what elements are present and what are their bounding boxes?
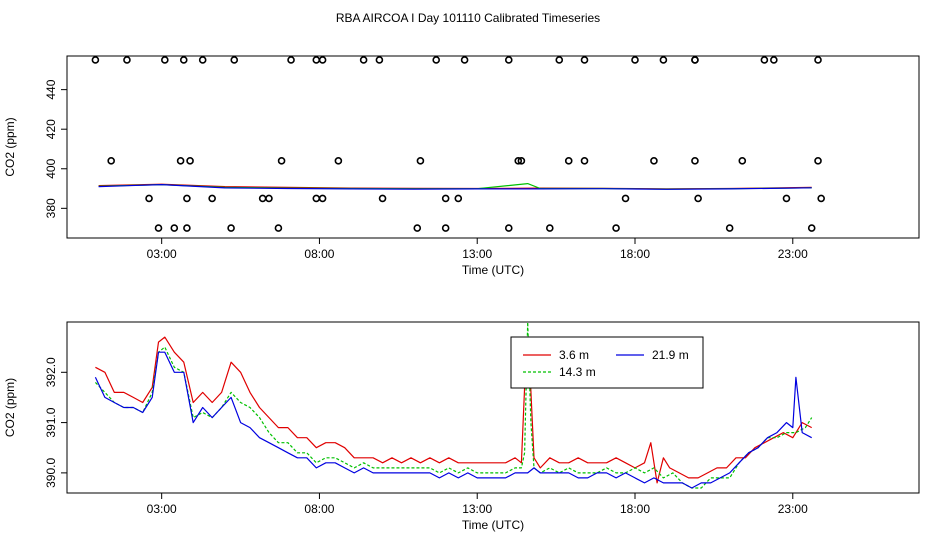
data-point xyxy=(814,56,822,64)
data-point xyxy=(258,194,267,203)
data-point xyxy=(183,194,191,203)
y-tick-label: 400 xyxy=(44,158,58,178)
data-point xyxy=(441,194,450,203)
data-point xyxy=(694,194,702,203)
x-tick-label: 23:00 xyxy=(778,502,808,516)
y-tick-label: 390.0 xyxy=(44,458,58,488)
y-tick-label: 392.0 xyxy=(44,357,58,387)
data-point xyxy=(432,56,441,64)
x-tick-label: 08:00 xyxy=(304,247,334,261)
data-point xyxy=(318,56,327,64)
data-point xyxy=(580,157,589,165)
x-axis-label: Time (UTC) xyxy=(462,263,524,277)
y-tick-label: 380 xyxy=(44,198,58,218)
data-point xyxy=(738,157,747,165)
data-point xyxy=(265,194,273,203)
data-point xyxy=(375,56,384,64)
data-point xyxy=(198,56,207,64)
data-point xyxy=(107,157,115,165)
data-point xyxy=(760,56,769,64)
data-point xyxy=(650,157,658,165)
data-point xyxy=(782,194,791,203)
data-point xyxy=(183,224,191,232)
data-point xyxy=(564,157,573,165)
plot-frame xyxy=(66,321,920,494)
data-point xyxy=(517,157,526,165)
data-point xyxy=(659,56,668,64)
data-point xyxy=(814,157,822,165)
x-tick-label: 13:00 xyxy=(462,502,492,516)
data-point xyxy=(413,224,422,232)
data-point xyxy=(123,56,131,64)
data-point xyxy=(179,56,188,64)
x-tick-label: 03:00 xyxy=(147,247,177,261)
x-tick-label: 08:00 xyxy=(304,502,334,516)
data-point xyxy=(504,224,513,232)
data-point xyxy=(312,56,321,64)
data-point xyxy=(274,224,283,232)
data-point xyxy=(176,157,185,165)
data-point xyxy=(91,56,100,64)
series-line-blue xyxy=(98,184,812,190)
data-point xyxy=(161,56,169,64)
data-point xyxy=(287,56,295,64)
data-point xyxy=(621,194,630,203)
plot-area xyxy=(94,323,813,489)
bottom-line-panel: 03:00 08:00 13:00 18:00 23:00 390.0 391.0 392.0… xyxy=(3,321,920,532)
data-point xyxy=(170,224,179,232)
data-point xyxy=(504,56,513,64)
data-point xyxy=(770,56,778,64)
y-tick-label: 440 xyxy=(44,79,58,99)
data-point xyxy=(318,194,327,203)
data-point xyxy=(514,157,523,165)
top-scatter-panel: 03:00 08:00 13:00 18:00 23:00 380 400 420 440 Tim… xyxy=(3,55,920,277)
x-tick-label: 18:00 xyxy=(620,502,650,516)
data-point xyxy=(555,56,564,64)
x-tick-label: 03:00 xyxy=(147,502,177,516)
series-line-21-9-m xyxy=(94,351,812,489)
y-tick-label: 391.0 xyxy=(44,407,58,437)
data-point xyxy=(545,224,554,232)
data-point xyxy=(312,194,321,203)
data-point xyxy=(725,224,734,232)
legend-box xyxy=(510,336,704,389)
data-point xyxy=(208,194,216,203)
x-tick-label: 13:00 xyxy=(462,247,492,261)
data-point xyxy=(154,224,163,232)
data-point xyxy=(277,157,286,165)
plot-area xyxy=(98,183,812,190)
data-point xyxy=(145,194,153,203)
series-line-14-3-m xyxy=(94,323,813,489)
y-axis-label: CO2 (ppm) xyxy=(3,117,17,176)
data-point xyxy=(631,56,639,64)
data-point xyxy=(441,224,450,232)
x-axis-label: Time (UTC) xyxy=(462,518,524,532)
series-line-3-6-m xyxy=(95,336,812,484)
legend-label: 14.3 m xyxy=(559,365,596,379)
plot-frame xyxy=(66,55,920,239)
x-tick-label: 18:00 xyxy=(620,247,650,261)
data-point xyxy=(359,56,368,64)
legend-label: 3.6 m xyxy=(559,348,589,362)
data-point xyxy=(454,194,463,203)
y-tick-label: 420 xyxy=(44,119,58,139)
data-point xyxy=(230,56,239,64)
y-axis-label: CO2 (ppm) xyxy=(3,378,17,437)
data-point xyxy=(334,157,343,165)
data-point xyxy=(227,224,235,232)
data-point xyxy=(416,157,425,165)
data-point xyxy=(817,194,825,203)
data-point xyxy=(580,56,589,64)
data-point xyxy=(691,157,699,165)
data-point xyxy=(186,157,194,165)
data-point xyxy=(460,56,469,64)
figure-title: RBA AIRCOA I Day 101110 Calibrated Times… xyxy=(336,11,600,25)
data-point xyxy=(807,224,816,232)
data-point xyxy=(612,224,620,232)
legend-label: 21.9 m xyxy=(652,348,689,362)
data-point xyxy=(378,194,387,203)
data-point xyxy=(691,56,699,64)
x-tick-label: 23:00 xyxy=(778,247,808,261)
